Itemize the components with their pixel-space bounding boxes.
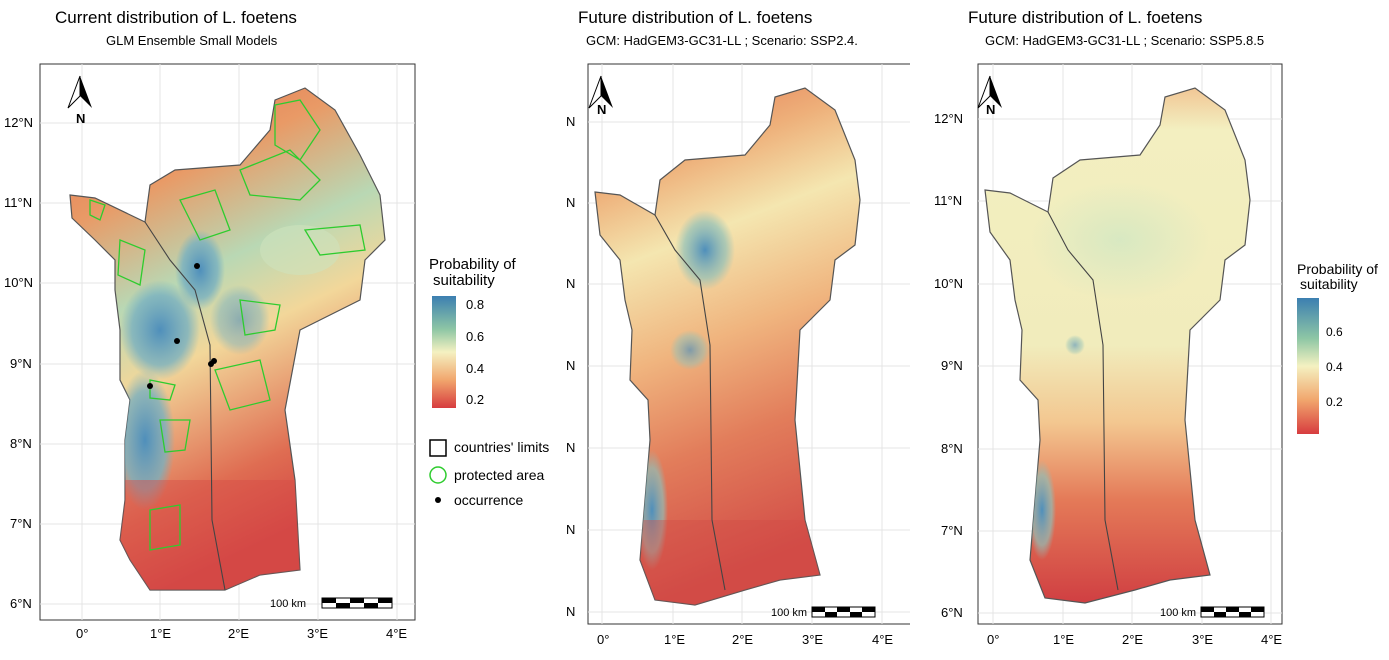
panel3-scale-label: 100 km <box>1160 607 1197 619</box>
panel2-scale-label: 100 km <box>771 607 808 619</box>
panel3-map <box>977 63 1283 625</box>
panel2-north-label: N <box>597 102 607 117</box>
legend2-tick: 0.2 <box>1326 395 1343 409</box>
x-tick: 0° <box>597 632 610 647</box>
countries-limits-swatch <box>429 439 447 457</box>
x-tick: 3°E <box>1192 632 1214 647</box>
legend1-occurrence-label: occurrence <box>454 492 524 508</box>
legend2-colorbar <box>1297 298 1319 434</box>
y-tick: N <box>566 114 576 129</box>
y-tick: 10°N <box>4 275 34 290</box>
y-tick: 7°N <box>10 516 32 531</box>
y-tick: 11°N <box>934 193 963 208</box>
panel2-map <box>587 63 910 625</box>
y-tick: 6°N <box>941 605 963 620</box>
y-tick: 9°N <box>941 358 963 373</box>
legend1-title-line1: Probability of <box>429 256 516 273</box>
panel2-title: Future distribution of L. foetens <box>578 8 813 27</box>
legend1-symbols <box>429 439 447 503</box>
legend2-title-line2: suitability <box>1300 276 1358 292</box>
panel3-north-label: N <box>986 102 996 117</box>
panel2-scale-bar <box>811 606 876 618</box>
legend1-tick: 0.4 <box>466 361 485 376</box>
x-tick: 1°E <box>150 626 172 641</box>
x-tick: 1°E <box>1053 632 1075 647</box>
protected-area-swatch <box>429 466 447 484</box>
legend1-tick: 0.6 <box>466 329 485 344</box>
x-tick: 3°E <box>307 626 329 641</box>
panel1-north-arrow-icon <box>67 75 92 109</box>
legend1-protected-label: protected area <box>454 467 545 483</box>
panel1-title: Current distribution of L. foetens <box>55 8 297 27</box>
legend2-tick: 0.6 <box>1326 325 1343 339</box>
panel3-scale-bar <box>1200 606 1265 618</box>
x-tick: 2°E <box>1122 632 1144 647</box>
y-tick: N <box>566 276 576 291</box>
y-tick: N <box>566 522 576 537</box>
y-tick: 7°N <box>941 523 963 538</box>
legend2-title-line1: Probability of <box>1297 261 1378 277</box>
x-tick: 1°E <box>664 632 686 647</box>
y-tick: 9°N <box>10 356 32 371</box>
panel1-subtitle: GLM Ensemble Small Models <box>106 33 278 48</box>
x-tick: 2°E <box>732 632 754 647</box>
legend1-colorbar <box>432 296 456 408</box>
panel1-map <box>39 63 416 621</box>
legend1-countries-label: countries' limits <box>454 439 550 455</box>
legend1-tick: 0.2 <box>466 392 485 407</box>
y-tick: 8°N <box>10 436 32 451</box>
y-tick: 8°N <box>941 441 963 456</box>
y-tick: N <box>566 358 576 373</box>
y-tick: 12°N <box>4 115 34 130</box>
y-tick: 10°N <box>934 276 964 291</box>
y-tick: N <box>566 440 576 455</box>
legend2-tick: 0.4 <box>1326 360 1343 374</box>
panel2-subtitle: GCM: HadGEM3-GC31-LL ; Scenario: SSP2.4. <box>586 33 858 48</box>
occurrence-swatch <box>435 497 441 503</box>
panel1-scale-bar <box>321 597 393 609</box>
panel3-north-arrow-icon <box>977 75 1002 109</box>
x-tick: 4°E <box>872 632 894 647</box>
panel1-scale-label: 100 km <box>270 598 307 610</box>
panel1-north-label: N <box>76 111 86 126</box>
panel3-title: Future distribution of L. foetens <box>968 8 1203 27</box>
y-tick: 11°N <box>4 195 33 210</box>
y-tick: 12°N <box>934 111 964 126</box>
y-tick: N <box>566 195 576 210</box>
x-tick: 4°E <box>386 626 408 641</box>
y-tick: N <box>566 604 576 619</box>
legend1-title-line2: suitability <box>433 272 495 289</box>
x-tick: 3°E <box>802 632 824 647</box>
panel3-subtitle: GCM: HadGEM3-GC31-LL ; Scenario: SSP5.8.… <box>985 33 1265 48</box>
x-tick: 0° <box>76 626 89 641</box>
x-tick: 4°E <box>1261 632 1283 647</box>
panel2-north-arrow-icon <box>588 75 613 109</box>
x-tick: 0° <box>987 632 1000 647</box>
y-tick: 6°N <box>10 596 32 611</box>
x-tick: 2°E <box>228 626 250 641</box>
legend1-tick: 0.8 <box>466 297 485 312</box>
